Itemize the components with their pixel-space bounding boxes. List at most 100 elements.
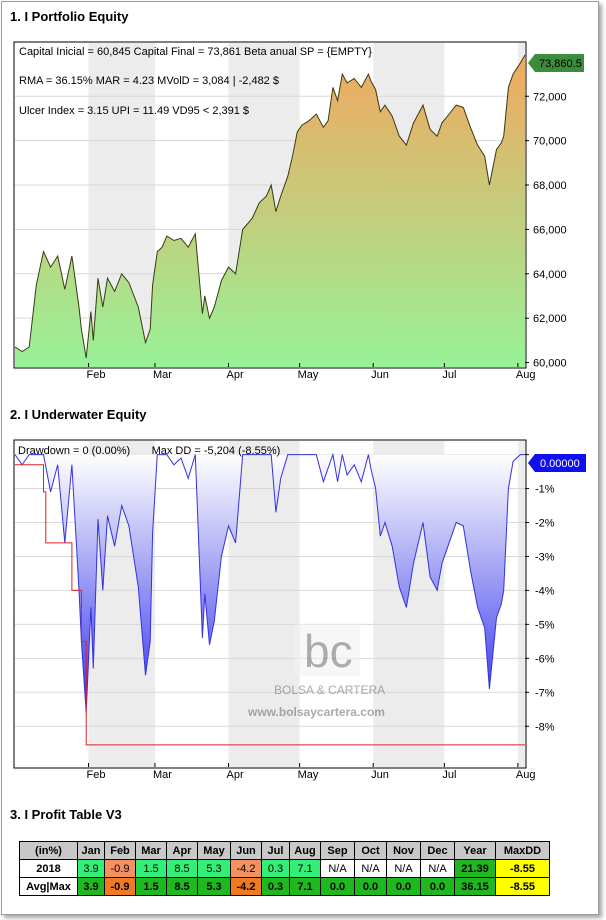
x-tick-label: Apr — [226, 769, 243, 781]
table-cell: N/A — [320, 859, 355, 878]
equity-stats-line-2: RMA = 36.15% MAR = 4.23 MVolD = 3,084 | … — [19, 75, 279, 87]
watermark-logo-box — [294, 624, 360, 676]
x-tick-label: Jun — [371, 769, 389, 781]
month-band — [517, 441, 525, 767]
table-cell: N/A — [354, 859, 387, 878]
table-cell: 8.5 — [166, 859, 198, 878]
year-cell: 21.39 — [454, 859, 496, 878]
table-cell: 3.9 — [77, 877, 105, 896]
x-tick-label: Feb — [87, 769, 106, 781]
table-cell: -4.2 — [230, 877, 262, 896]
x-tick-label: Jul — [442, 369, 456, 381]
header-cell: Jul — [261, 841, 290, 860]
y-tick-label: 62,000 — [533, 313, 567, 325]
profit-table: (in%) Jan Feb Mar Apr May Jun Jul Aug Se… — [19, 841, 550, 896]
equity-stats-line-1: Capital Inicial = 60,845 Capital Final =… — [19, 46, 372, 58]
x-tick-label: Feb — [87, 369, 106, 381]
equity-section-title: 1. I Portfolio Equity — [10, 9, 129, 24]
underwater-last-value-tag — [528, 454, 586, 472]
table-cell: 0.3 — [261, 859, 290, 878]
header-cell: Year — [454, 841, 496, 860]
watermark: bc BOLSA & CARTERA www.bolsaycartera.com — [247, 624, 385, 719]
table-cell: -0.9 — [104, 859, 136, 878]
equity-plot-border — [13, 41, 527, 369]
x-tick-label: Apr — [226, 369, 243, 381]
x-tick-label: May — [298, 769, 319, 781]
table-cell: 7.1 — [289, 877, 321, 896]
table-cell: N/A — [386, 859, 421, 878]
y-tick-label: -3% — [535, 551, 555, 563]
x-tick-label: Jul — [442, 769, 456, 781]
month-band — [228, 441, 300, 767]
y-tick-label: -4% — [535, 585, 555, 597]
watermark-logo: bc — [304, 625, 353, 677]
table-cell: 0.3 — [261, 877, 290, 896]
underwater-section-title: 2. I Underwater Equity — [10, 407, 147, 422]
table-cell: -0.9 — [104, 877, 136, 896]
drawdown-line — [14, 452, 525, 713]
header-cell: Feb — [104, 841, 136, 860]
underwater-plot-border — [13, 439, 527, 769]
maxdd-cell: -8.55 — [495, 859, 550, 878]
profit-table-row-avg-max: Avg|Max 3.9 -0.9 1.5 8.5 5.3 -4.2 0.3 7.… — [19, 877, 550, 896]
x-tick-label: May — [298, 369, 319, 381]
table-cell: 3.9 — [77, 859, 105, 878]
equity-stats-line-3: Ulcer Index = 3.15 UPI = 11.49 VD95 < 2,… — [19, 105, 249, 117]
header-cell: May — [197, 841, 231, 860]
y-tick-label: -1% — [535, 484, 555, 496]
table-cell: N/A — [420, 859, 455, 878]
header-cell: Apr — [166, 841, 198, 860]
y-tick-label: -8% — [535, 721, 555, 733]
table-cell: 8.5 — [166, 877, 198, 896]
underwater-stats: Drawdown = 0 (0.00%) Max DD = -5,204 (-8… — [18, 445, 280, 457]
y-tick-label: -7% — [535, 687, 555, 699]
profit-section-title: 3. I Profit Table V3 — [10, 807, 122, 822]
equity-last-value-label: 73,860.5 — [539, 58, 582, 70]
header-cell: Jun — [230, 841, 262, 860]
header-cell: Oct — [354, 841, 387, 860]
drawdown-area — [15, 454, 525, 713]
table-cell: 0.0 — [386, 877, 421, 896]
table-cell: -4.2 — [230, 859, 262, 878]
equity-last-value-tag — [528, 54, 584, 72]
header-cell: Mar — [135, 841, 167, 860]
year-cell: 36.15 — [454, 877, 496, 896]
y-tick-label: 60,000 — [533, 358, 567, 370]
x-tick-label: Mar — [153, 769, 172, 781]
max-drawdown-line — [15, 464, 525, 746]
watermark-name: BOLSA & CARTERA — [274, 683, 385, 697]
profit-table-row-2018: 2018 3.9 -0.9 1.5 8.5 5.3 -4.2 0.3 7.1 N… — [19, 859, 550, 878]
profit-table-header-row: (in%) Jan Feb Mar Apr May Jun Jul Aug Se… — [19, 841, 550, 860]
y-tick-label: 70,000 — [533, 136, 567, 148]
header-cell: Aug — [289, 841, 321, 860]
x-tick-label: Jun — [371, 369, 389, 381]
header-cell: Nov — [386, 841, 421, 860]
watermark-url: www.bolsaycartera.com — [247, 705, 385, 719]
row-label: 2018 — [19, 859, 78, 878]
underwater-chart: bc BOLSA & CARTERA www.bolsaycartera.com… — [13, 439, 586, 781]
y-tick-label: -2% — [535, 518, 555, 530]
x-tick-label: Mar — [153, 369, 172, 381]
y-tick-label: -6% — [535, 653, 555, 665]
maxdd-cell: -8.55 — [495, 877, 550, 896]
table-cell: 1.5 — [135, 877, 167, 896]
y-tick-label: 64,000 — [533, 269, 567, 281]
underwater-last-value-label: 0.00000 — [540, 458, 580, 470]
header-cell: Jan — [77, 841, 105, 860]
table-cell: 1.5 — [135, 859, 167, 878]
x-tick-label: Aug — [516, 769, 536, 781]
header-cell: (in%) — [19, 841, 78, 860]
table-cell: 5.3 — [197, 877, 231, 896]
y-tick-label: 68,000 — [533, 180, 567, 192]
equity-chart: 60,000 62,000 64,000 66,000 68,000 70,000 72,0… — [13, 41, 584, 381]
table-cell: 5.3 — [197, 859, 231, 878]
y-tick-label: 72,000 — [533, 91, 567, 103]
header-cell: MaxDD — [495, 841, 550, 860]
equity-line — [14, 54, 526, 359]
header-cell: Dec — [420, 841, 455, 860]
y-tick-label: 66,000 — [533, 224, 567, 236]
x-tick-label: Aug — [516, 369, 536, 381]
table-cell: 7.1 — [289, 859, 321, 878]
table-cell: 0.0 — [420, 877, 455, 896]
